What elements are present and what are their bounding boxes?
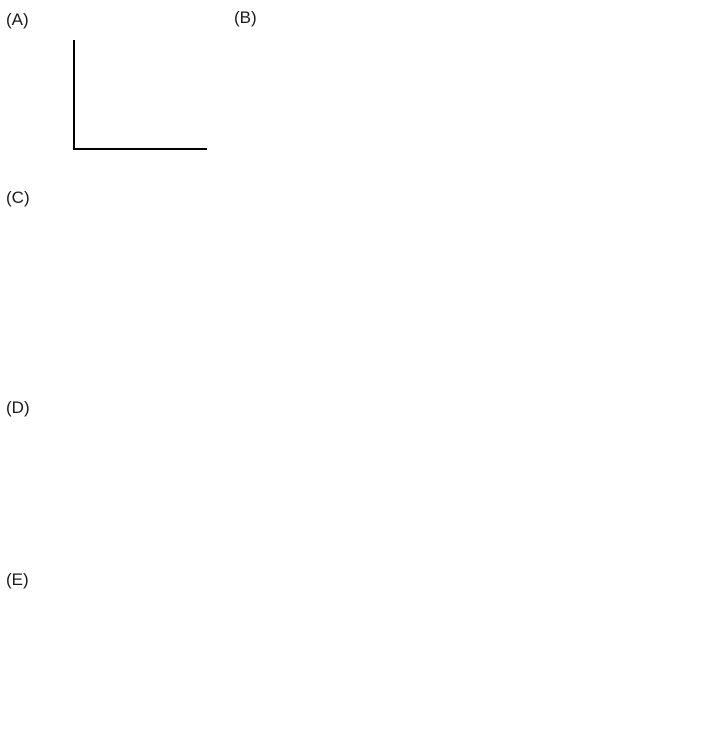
panel-letter-b: (B)	[234, 8, 257, 27]
panel-letter-d: (D)	[6, 398, 30, 417]
x-axis-line	[73, 148, 207, 150]
panel-letter-c: (C)	[6, 188, 30, 207]
panel-letter-e: (E)	[6, 570, 29, 589]
y-axis-line	[73, 40, 75, 148]
panel-letter-a: (A)	[6, 10, 29, 29]
